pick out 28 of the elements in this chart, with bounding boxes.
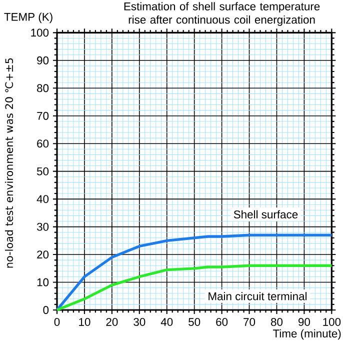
- y-tick-label: 90: [37, 56, 49, 64]
- y-tick-label: 40: [36, 195, 49, 204]
- y-tick-label: 70: [37, 112, 49, 120]
- y-tick-label: 20: [37, 250, 49, 258]
- x-tick-label: 70: [244, 318, 256, 326]
- y-tick-label: 60: [37, 140, 49, 148]
- text: Main circuit terminal: [208, 292, 307, 300]
- x-tick-label: 90: [298, 318, 310, 326]
- x-axis-title: Time (minute): [272, 329, 341, 340]
- x-tick-label: 20: [106, 318, 118, 326]
- chart-title: Estimation of shell surface temperature rise after continuous coil energization: [124, 2, 320, 26]
- y-tick-label: 30: [36, 222, 49, 231]
- x-tick-label: 100: [323, 318, 341, 326]
- y-tick-label: 50: [36, 167, 49, 176]
- x-tick-label: 50: [188, 318, 200, 326]
- y-axis-title: TEMP (K): [4, 12, 52, 24]
- y-tick-label: 80: [37, 84, 49, 92]
- x-tick-label: 10: [79, 318, 90, 326]
- x-tick-label: 40: [160, 318, 173, 326]
- y-tick-label: 0: [43, 306, 49, 314]
- text: no-load test environment was 20 ℃+±5: [4, 58, 14, 268]
- series-label: Shell surface: [234, 210, 298, 218]
- y-tick-label: 10: [37, 278, 49, 286]
- x-tick-label: 30: [134, 318, 146, 326]
- x-tick-label: 80: [270, 318, 283, 326]
- x-tick-label: 0: [54, 318, 60, 326]
- y-tick-label: 100: [31, 28, 49, 37]
- x-tick-label: 60: [216, 318, 228, 326]
